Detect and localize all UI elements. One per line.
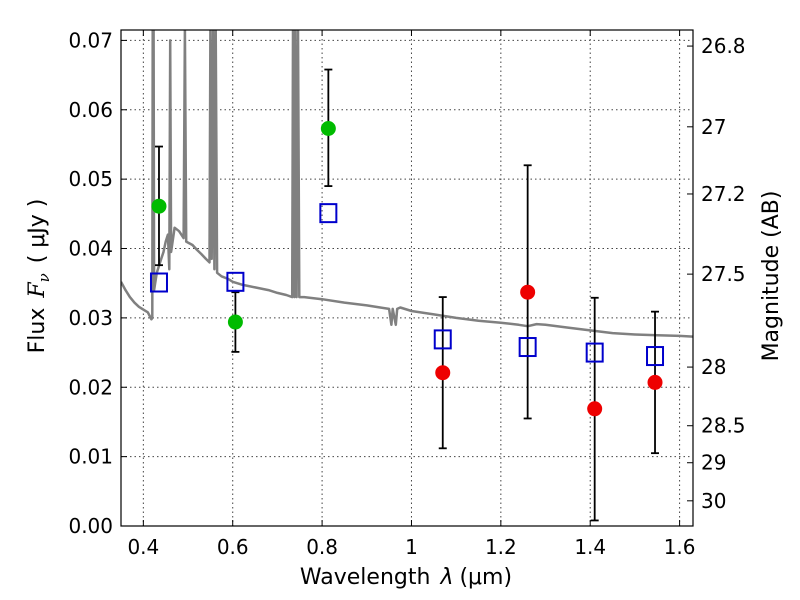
observed-optical-point (320, 121, 336, 137)
mag-tick-label: 27.5 (701, 262, 746, 286)
model-photometry-point (433, 329, 452, 350)
mag-tick-label: 28.5 (701, 414, 746, 438)
mag-tick-label: 27.2 (701, 182, 746, 206)
y-axis-unit: ( μJy ) (25, 199, 50, 264)
y-axis-symbol-subscript: ν (35, 273, 53, 282)
axis-ticks: 0.4 0.6 0.8 1 1.2 1.4 1.6 0.00 0.01 0.02 0.03 0.04 0… (68, 28, 745, 559)
mag-tick-label: 27 (701, 115, 726, 139)
y-tick-label: 0.06 (68, 98, 113, 122)
x-axis-label: Wavelength λ (μm) (300, 565, 512, 590)
grid-lines (121, 30, 693, 527)
right-axis-label: Magnitude (AB) (759, 191, 784, 362)
x-tick-label: 0.8 (306, 535, 338, 559)
y-tick-label: 0.05 (68, 167, 113, 191)
x-tick-label: 1 (405, 535, 418, 559)
model-photometry-point (518, 337, 537, 358)
observed-nir-point (435, 365, 451, 381)
mag-tick-label: 29 (701, 451, 726, 475)
x-tick-label: 1.2 (485, 535, 517, 559)
x-axis-symbol: λ (439, 565, 453, 590)
y-axis-label-text: Flux (25, 308, 50, 354)
mag-tick-label: 30 (701, 489, 726, 513)
plot-frame (120, 29, 694, 527)
observed-optical-point (151, 198, 167, 214)
y-tick-label: 0.03 (68, 306, 113, 330)
data-points-layer (149, 121, 665, 417)
y-tick-label: 0.01 (68, 445, 113, 469)
x-tick-label: 1.4 (574, 535, 606, 559)
y-tick-label: 0.00 (68, 514, 113, 538)
y-tick-label: 0.07 (68, 28, 113, 52)
y-tick-label: 0.04 (68, 237, 113, 261)
x-tick-label: 0.6 (217, 535, 249, 559)
x-axis-label-text: Wavelength (300, 565, 431, 590)
model-photometry-point (646, 346, 665, 367)
observed-nir-point (520, 284, 536, 300)
x-tick-label: 1.6 (664, 535, 696, 559)
mag-tick-label: 26.8 (701, 34, 746, 58)
observed-nir-point (587, 401, 603, 417)
x-tick-label: 0.4 (127, 535, 159, 559)
y-tick-label: 0.02 (68, 375, 113, 399)
model-photometry-point (319, 203, 338, 224)
mag-tick-label: 28 (701, 355, 726, 379)
y-axis-label: Flux Fν ( μJy ) (25, 199, 53, 354)
model-spectrum-layer (121, 30, 693, 338)
model-photometry-point (226, 271, 245, 292)
observed-nir-point (647, 374, 663, 390)
model-spectrum-line (121, 30, 693, 338)
x-axis-unit: (μm) (459, 565, 512, 590)
error-bars-layer (154, 68, 660, 522)
model-photometry-point (149, 272, 168, 293)
model-photometry-point (585, 342, 604, 363)
observed-optical-point (227, 314, 243, 330)
y-axis-symbol: F (25, 282, 50, 299)
